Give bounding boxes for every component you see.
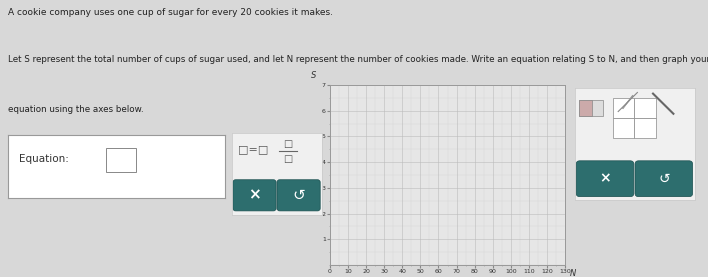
Text: S: S	[311, 71, 316, 79]
FancyBboxPatch shape	[613, 118, 634, 138]
FancyBboxPatch shape	[613, 98, 634, 118]
Text: A cookie company uses one cup of sugar for every 20 cookies it makes.: A cookie company uses one cup of sugar f…	[8, 8, 333, 17]
Text: □: □	[283, 154, 292, 164]
FancyBboxPatch shape	[578, 100, 592, 116]
Text: equation using the axes below.: equation using the axes below.	[8, 105, 144, 114]
Text: □=□: □=□	[239, 144, 268, 154]
Text: ×: ×	[599, 172, 611, 186]
FancyBboxPatch shape	[105, 148, 136, 172]
FancyBboxPatch shape	[576, 161, 634, 197]
FancyBboxPatch shape	[634, 118, 656, 138]
FancyBboxPatch shape	[578, 100, 603, 116]
Text: ↺: ↺	[658, 172, 670, 186]
FancyBboxPatch shape	[233, 180, 276, 211]
Text: ×: ×	[248, 188, 261, 203]
Text: Let S represent the total number of cups of sugar used, and let N represent the : Let S represent the total number of cups…	[8, 55, 708, 64]
FancyBboxPatch shape	[635, 161, 692, 197]
Text: □: □	[283, 139, 292, 149]
FancyBboxPatch shape	[634, 98, 656, 118]
Text: N: N	[570, 270, 576, 277]
FancyBboxPatch shape	[277, 180, 320, 211]
Text: ↺: ↺	[292, 188, 305, 203]
Text: Equation:: Equation:	[19, 154, 69, 164]
